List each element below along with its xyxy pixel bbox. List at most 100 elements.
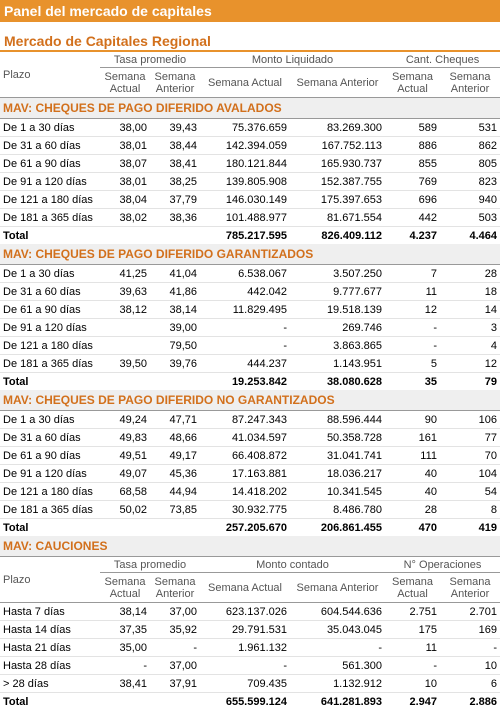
cell: 3.507.250: [290, 265, 385, 283]
cell: 8: [440, 501, 500, 519]
section-title: MAV: CHEQUES DE PAGO DIFERIDO GARANTIZAD…: [0, 244, 500, 265]
group-header: Cant. Cheques: [385, 52, 500, 68]
row-label: De 181 a 365 días: [0, 501, 100, 519]
cell: 6: [440, 675, 500, 693]
row-label: De 61 a 90 días: [0, 447, 100, 465]
cell: 31.041.741: [290, 447, 385, 465]
cell: 146.030.149: [200, 191, 290, 209]
group-header: Tasa promedio: [100, 52, 200, 68]
subgroup-header: Semana Actual: [200, 68, 290, 98]
cell: 175: [385, 621, 440, 639]
row-label: De 1 a 30 días: [0, 265, 100, 283]
cell: 940: [440, 191, 500, 209]
cell: 38,12: [100, 301, 150, 319]
cell: -: [385, 657, 440, 675]
cell: [100, 519, 150, 537]
cell: 49,24: [100, 411, 150, 429]
cell: [100, 693, 150, 710]
row-label: De 31 a 60 días: [0, 283, 100, 301]
row-label: Hasta 14 días: [0, 621, 100, 639]
cell: 68,58: [100, 483, 150, 501]
cell: 12: [385, 301, 440, 319]
cell: 4: [440, 337, 500, 355]
subgroup-header: Semana Actual: [385, 573, 440, 603]
cell: 39,00: [150, 319, 200, 337]
cell: 805: [440, 155, 500, 173]
cell: 35,92: [150, 621, 200, 639]
section-row: MAV: CHEQUES DE PAGO DIFERIDO AVALADOS: [0, 98, 500, 119]
row-label: De 121 a 180 días: [0, 337, 100, 355]
cell: 589: [385, 119, 440, 137]
cell: 886: [385, 137, 440, 155]
cell: 35.043.045: [290, 621, 385, 639]
cell: 38,07: [100, 155, 150, 173]
cell: 54: [440, 483, 500, 501]
total-cell: 826.409.112: [290, 227, 385, 245]
cell: 1.143.951: [290, 355, 385, 373]
cell: 38,00: [100, 119, 150, 137]
subgroup-header: Semana Actual: [100, 573, 150, 603]
cell: 855: [385, 155, 440, 173]
cell: -: [200, 337, 290, 355]
row-label: De 1 a 30 días: [0, 119, 100, 137]
cell: 38,44: [150, 137, 200, 155]
cell: 709.435: [200, 675, 290, 693]
cell: 503: [440, 209, 500, 227]
cell: 47,71: [150, 411, 200, 429]
cell: 37,79: [150, 191, 200, 209]
cell: -: [100, 657, 150, 675]
cell: 75.376.659: [200, 119, 290, 137]
cell: 38,01: [100, 137, 150, 155]
section-title: MAV: CHEQUES DE PAGO DIFERIDO AVALADOS: [0, 98, 500, 119]
cell: 2.751: [385, 603, 440, 621]
cell: 139.805.908: [200, 173, 290, 191]
cell: 862: [440, 137, 500, 155]
cell: 106: [440, 411, 500, 429]
cell: 14.418.202: [200, 483, 290, 501]
cell: 11: [385, 639, 440, 657]
cell: 35,00: [100, 639, 150, 657]
group-header: Monto contado: [200, 557, 385, 573]
subgroup-header: Semana Anterior: [150, 573, 200, 603]
cell: 73,85: [150, 501, 200, 519]
row-label: De 31 a 60 días: [0, 429, 100, 447]
cell: 444.237: [200, 355, 290, 373]
group-header: N° Operaciones: [385, 557, 500, 573]
total-cell: 79: [440, 373, 500, 391]
row-label: De 181 a 365 días: [0, 355, 100, 373]
cell: 623.137.026: [200, 603, 290, 621]
cell: 70: [440, 447, 500, 465]
cell: -: [150, 639, 200, 657]
cell: 10: [385, 675, 440, 693]
cell: 41,25: [100, 265, 150, 283]
cell: 41,04: [150, 265, 200, 283]
cell: 37,91: [150, 675, 200, 693]
row-label: Hasta 7 días: [0, 603, 100, 621]
total-label: Total: [0, 227, 100, 245]
total-cell: 2.947: [385, 693, 440, 710]
total-label: Total: [0, 693, 100, 710]
cell: 11.829.495: [200, 301, 290, 319]
cell: 37,35: [100, 621, 150, 639]
cell: 38,36: [150, 209, 200, 227]
cell: 10: [440, 657, 500, 675]
cell: 180.121.844: [200, 155, 290, 173]
cell: 38,04: [100, 191, 150, 209]
cell: 823: [440, 173, 500, 191]
section-row: MAV: CHEQUES DE PAGO DIFERIDO GARANTIZAD…: [0, 244, 500, 265]
total-cell: 4.237: [385, 227, 440, 245]
